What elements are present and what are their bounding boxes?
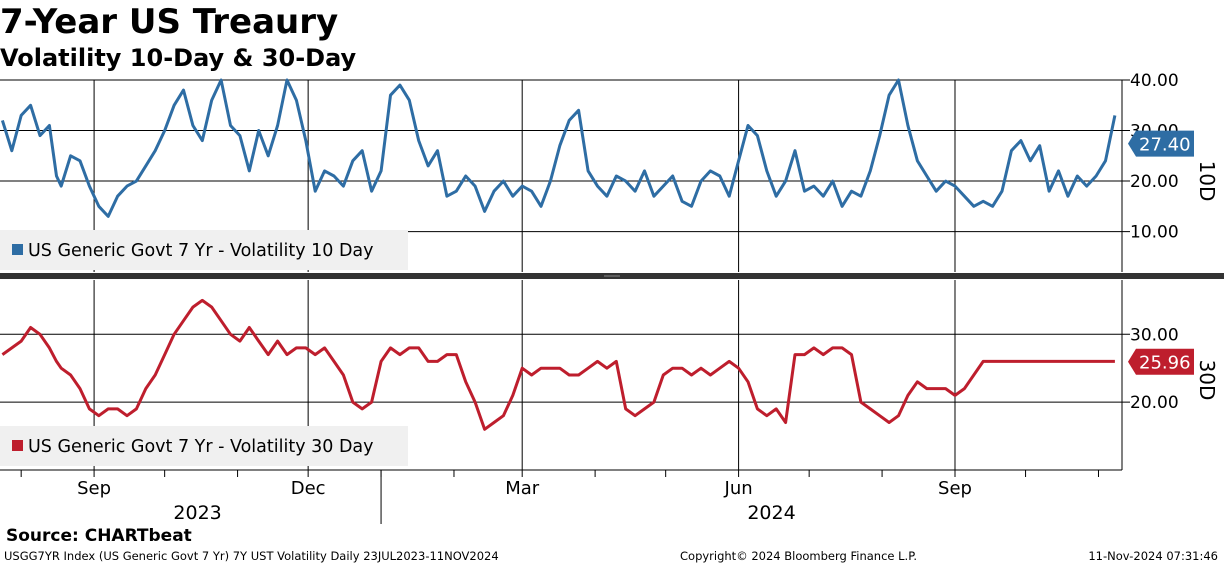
last-value-label: 27.40: [1139, 135, 1191, 156]
x-year-label: 2023: [173, 502, 221, 524]
legend-swatch: [12, 244, 23, 255]
timestamp: 11-Nov-2024 07:31:46: [1088, 549, 1218, 563]
series-line-10d: [0, 78, 1117, 218]
x-year-label: 2024: [747, 502, 795, 524]
last-value-badge: [1128, 130, 1194, 157]
panel-30d: 20.00 30.00 US Generic Govt 7 Yr - Volatil…: [0, 280, 1219, 470]
axis-label: 30D: [1195, 360, 1219, 401]
series-line-30d: [1, 298, 1115, 431]
last-value-label: 25.96: [1139, 353, 1191, 374]
x-month-label: Sep: [77, 478, 111, 499]
legend-label: US Generic Govt 7 Yr - Volatility 30 Day: [28, 437, 374, 457]
legend-box: [0, 426, 408, 466]
y-tick-label: 40.00: [1130, 71, 1179, 91]
source-label: Source: CHARTbeat: [6, 526, 192, 546]
copyright: Copyright© 2024 Bloomberg Finance L.P.: [680, 549, 917, 563]
y-tick-label: 20.00: [1130, 393, 1179, 413]
x-month-label: Dec: [291, 478, 326, 499]
index-info: USGG7YR Index (US Generic Govt 7 Yr) 7Y …: [4, 549, 499, 563]
volatility-chart: 10.00 20.00 30.00 40.00 US Generic Govt 7 Yr…: [0, 71, 1224, 524]
y-tick-label: 20.00: [1130, 172, 1179, 192]
y-tick-label: 30.00: [1130, 325, 1179, 345]
legend-label: US Generic Govt 7 Yr - Volatility 10 Day: [28, 241, 374, 261]
chart-title: 7-Year US Treaury: [0, 2, 339, 42]
chart-subtitle: Volatility 10-Day & 30-Day: [0, 44, 357, 72]
x-month-label: Mar: [505, 478, 540, 499]
axis-label: 10D: [1195, 161, 1219, 202]
last-value-badge: [1128, 348, 1194, 375]
legend-swatch: [12, 440, 23, 451]
x-month-label: Jun: [724, 478, 753, 499]
x-month-label: Sep: [938, 478, 972, 499]
x-axis: Sep Dec Mar Jun Sep 2023 2024: [0, 273, 1224, 524]
y-tick-label: 10.00: [1130, 223, 1179, 243]
legend-box: [0, 230, 408, 270]
